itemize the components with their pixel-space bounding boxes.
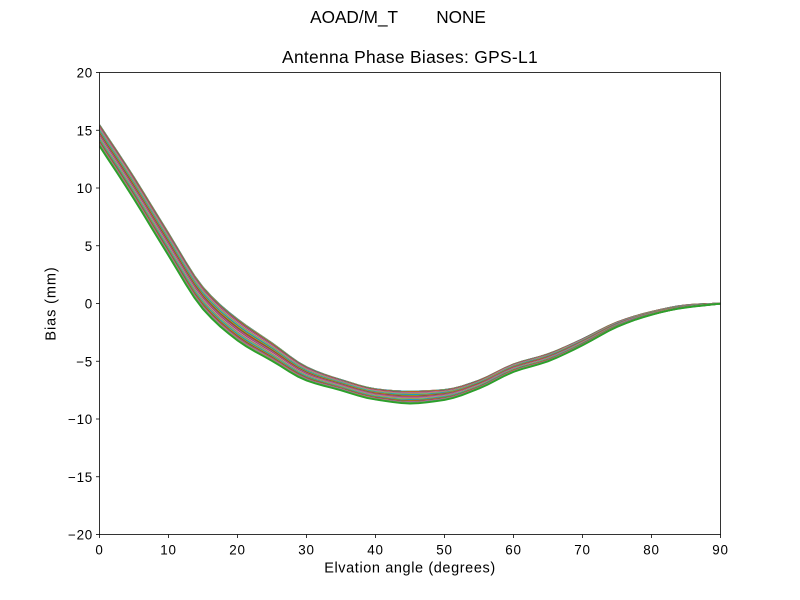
svg-text:−20: −20 [68,528,93,543]
svg-text:20: 20 [77,66,93,81]
svg-text:60: 60 [505,543,521,558]
svg-text:90: 90 [712,543,728,558]
svg-text:Antenna Phase Biases: GPS-L1: Antenna Phase Biases: GPS-L1 [282,47,538,67]
svg-text:10: 10 [160,543,176,558]
svg-text:5: 5 [85,239,93,254]
svg-text:70: 70 [574,543,590,558]
svg-text:15: 15 [77,123,93,138]
svg-text:80: 80 [643,543,659,558]
svg-text:40: 40 [367,543,383,558]
svg-text:−15: −15 [68,470,93,485]
svg-text:10: 10 [77,181,93,196]
svg-text:50: 50 [436,543,452,558]
svg-text:Elvation angle (degrees): Elvation angle (degrees) [324,561,496,577]
svg-text:0: 0 [85,297,93,312]
svg-text:0: 0 [95,543,103,558]
svg-text:Bias (mm): Bias (mm) [44,266,60,340]
svg-text:30: 30 [298,543,314,558]
svg-text:−10: −10 [68,412,93,427]
svg-text:20: 20 [229,543,245,558]
svg-text:−5: −5 [76,354,93,369]
svg-text:AOAD/M_T NONE: AOAD/M_T NONE [310,7,486,27]
